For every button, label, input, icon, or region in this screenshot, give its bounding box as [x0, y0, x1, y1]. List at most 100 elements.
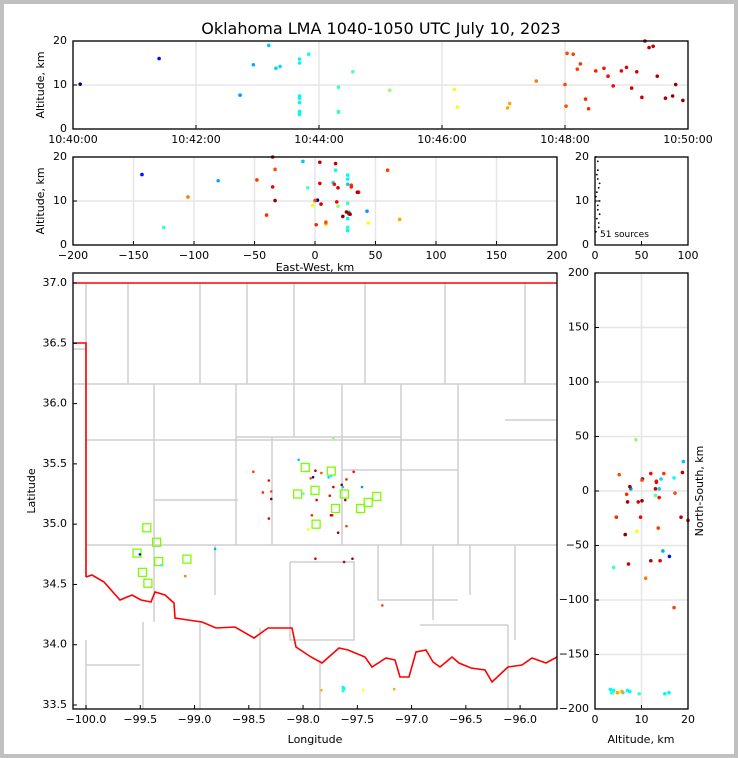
y-tick-label: 200 — [568, 266, 589, 279]
y-tick-label: 10 — [53, 194, 67, 207]
x-tick-label: 200 — [547, 249, 568, 262]
time-alt-point — [78, 82, 82, 86]
plan-point — [138, 553, 142, 556]
axes-frame — [72, 156, 558, 246]
plot-layer: 10:40:00 10:42:00 10:44:00 10:46:00 10:48:00… — [43, 34, 713, 726]
alt-ns-point — [653, 493, 658, 498]
time-alt-point — [297, 57, 302, 61]
station-marker — [137, 567, 148, 578]
x-tick-label: 10:48:00 — [540, 133, 589, 146]
alt-ns-point — [610, 690, 615, 695]
x-tick-label: −50 — [243, 249, 266, 262]
time-alt-point — [297, 112, 302, 117]
plan-point — [311, 475, 315, 479]
time-alt-point — [534, 79, 539, 83]
y-tick-label: 0 — [60, 122, 67, 135]
x-tick-label: −99.0 — [178, 713, 212, 726]
ew-alt-point — [349, 185, 354, 189]
alt-ns-point — [624, 492, 629, 497]
plan-point — [302, 492, 305, 495]
time-alt-point — [583, 97, 588, 101]
ew-alt-point — [345, 173, 350, 177]
x-tick-label: 20 — [681, 713, 695, 726]
time-alt-point — [602, 66, 606, 71]
plan-point — [329, 474, 333, 478]
time-alt-point — [624, 65, 629, 70]
x-tick-label: −96.0 — [503, 713, 537, 726]
ew-alt-point — [345, 216, 350, 221]
alt-ns-point — [653, 487, 658, 491]
county-boundary — [377, 545, 458, 601]
plan-point — [314, 557, 317, 561]
altitude-count-point — [596, 208, 599, 211]
time-alt-point — [306, 52, 311, 56]
ew-alt-point — [355, 190, 360, 194]
y-tick-label: 100 — [568, 375, 589, 388]
ew-alt-point — [318, 181, 322, 186]
x-tick-label: −97.0 — [395, 713, 429, 726]
x-tick-label: −150 — [118, 249, 148, 262]
altitude-count-point — [596, 204, 599, 207]
axes-frame — [72, 272, 558, 710]
time-alt-point — [238, 93, 242, 97]
x-tick-label: −99.5 — [123, 713, 157, 726]
alt-ns-point — [649, 558, 653, 563]
y-tick-label: −100 — [559, 593, 589, 606]
y-tick-label: 35.0 — [43, 517, 68, 530]
alt-ns-point — [626, 562, 631, 566]
ew-alt-point — [397, 217, 402, 222]
time-alt-point — [157, 56, 161, 61]
ew-alt-point — [301, 159, 305, 164]
plan-point — [269, 497, 273, 501]
alt-ns-point — [673, 491, 677, 495]
plan-point — [320, 688, 323, 692]
ew-alt-point — [348, 212, 352, 216]
time-alt-point — [670, 94, 675, 98]
x-tick-label: 50 — [635, 249, 649, 262]
alt-ns-point — [640, 499, 644, 503]
time-alt-point — [278, 64, 282, 69]
alt-ns-point — [662, 471, 666, 476]
map-layer — [73, 282, 558, 709]
plan-point — [328, 494, 332, 498]
time-alt-point — [452, 87, 457, 92]
state-border-west — [73, 342, 87, 577]
alt-ns-point — [672, 605, 676, 610]
plan-point — [314, 469, 317, 473]
ew-alt-point — [336, 204, 340, 209]
station-marker — [326, 466, 336, 476]
time-alt-point — [565, 51, 569, 56]
altitude-count-point — [595, 217, 598, 220]
map-ylabel: Latitude — [25, 468, 38, 514]
alt-ns-point — [681, 459, 686, 464]
sources-count-label: 51 sources — [600, 230, 649, 240]
alt-ns-point — [611, 565, 616, 570]
y-tick-label: 35.5 — [43, 457, 68, 470]
ew-alt-point — [273, 198, 277, 203]
plan-point — [327, 475, 330, 479]
time-alt-point — [647, 45, 651, 50]
y-tick-label: 0 — [582, 484, 589, 497]
x-tick-label: 0 — [592, 249, 599, 262]
ew-ylabel: Altitude, km — [34, 167, 47, 234]
ew-alt-point — [161, 225, 166, 230]
altitude-count-point — [596, 169, 599, 172]
alt-ns-point — [672, 476, 676, 480]
altitude-count-point — [598, 182, 601, 185]
plan-point — [183, 574, 187, 578]
alt-ns-point — [608, 687, 613, 692]
x-tick-label: 10:50:00 — [663, 133, 712, 146]
y-tick-label: 20 — [575, 150, 589, 163]
alt-ns-point — [640, 478, 644, 482]
alt-ns-point — [623, 532, 628, 537]
y-tick-label: 150 — [568, 321, 589, 334]
ew-alt-point — [345, 177, 350, 181]
time-alt-point — [251, 62, 256, 67]
alt-ns-point — [654, 480, 659, 485]
x-tick-label: −96.5 — [449, 713, 483, 726]
ew-alt-point — [264, 213, 269, 217]
time-alt-point — [336, 85, 341, 89]
plan-point — [360, 485, 364, 489]
ew-alt-point — [314, 222, 319, 227]
alt-ns-point — [643, 576, 648, 580]
